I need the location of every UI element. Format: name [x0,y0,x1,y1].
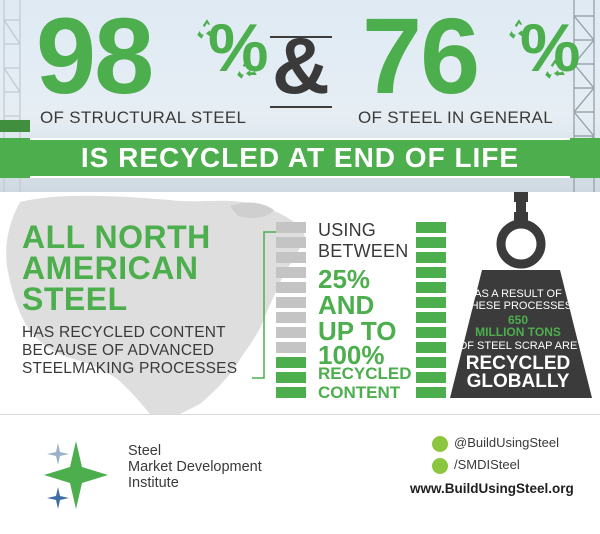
bar-segment [416,237,446,248]
amp-bottom-rule [270,106,332,108]
organization-name: Steel Market Development Institute [128,443,262,491]
bar-segment [276,342,306,353]
connector-and: AND [318,290,375,320]
banner-frame [30,138,570,178]
ampersand: & [272,21,330,110]
twitter-icon [432,435,448,452]
recycle-icon [197,19,217,39]
bar-segment [416,312,446,323]
north-america-title-line: STEEL [22,281,128,317]
bar-segment [276,357,306,368]
bar-segment [276,282,306,293]
bar-segment [416,282,446,293]
facebook-link[interactable]: /SMDISteel [432,457,520,474]
north-america-subtitle-line: STEELMAKING PROCESSES [22,360,238,377]
bar-segment [416,267,446,278]
facebook-handle: /SMDISteel [454,457,520,472]
stat-right-symbol: % [520,10,581,86]
stat-right-caption: OF STEEL IN GENERAL [358,108,553,127]
twitter-handle: @BuildUsingSteel [454,435,559,450]
bar-segment [276,372,306,383]
bar-segment [276,252,306,263]
organization-name-line: Market Development [128,459,262,475]
top-band: 98 % & 76 % OF STRUCTURAL STEEL OF STEEL… [0,0,600,192]
percent-high: 100% [318,340,385,370]
footer: Steel Market Development Institute @Buil… [0,414,600,534]
facebook-icon [432,457,448,474]
using-between-line: BETWEEN [318,241,409,261]
bar-segment [416,357,446,368]
star-logo-icon [44,441,108,509]
weight-line-1: AS A RESULT OF [474,288,562,300]
connector-bracket [252,231,276,379]
bar-segment [276,267,306,278]
bar-segment [416,222,446,233]
bar-segment [416,372,446,383]
recycle-icon [237,59,257,79]
organization-name-line: Institute [128,475,179,491]
bar-segment [416,387,446,398]
north-america-title: ALL NORTH AMERICAN STEEL [22,219,211,317]
bar-segment [276,222,306,233]
connector-up-to: UP TO [318,316,397,346]
north-america-subtitle-line: HAS RECYCLED CONTENT [22,324,226,341]
bar-segment [416,342,446,353]
stat-left-number: 98 [36,0,154,116]
using-between-line: USING [318,220,377,240]
twitter-link[interactable]: @BuildUsingSteel [432,435,559,452]
bar-segment [416,297,446,308]
website-link[interactable]: www.BuildUsingSteel.org [410,481,574,496]
north-america-map [6,195,305,414]
bar-segment [276,237,306,248]
weight-line-2: THESE PROCESSES [463,300,573,312]
weight-line-3: OF STEEL SCRAP ARE [458,340,578,352]
percent-low: 25% [318,264,371,294]
bar-segment [276,297,306,308]
recycle-icon [545,59,565,79]
recycled-content-label: RECYCLED CONTENT [318,364,412,402]
weight-amount: 650 [507,313,529,327]
recycled-content-line: CONTENT [318,383,401,402]
using-between-text: USING BETWEEN [318,220,408,262]
banner-text: IS RECYCLED AT END OF LIFE [80,142,520,173]
bar-segment [276,312,306,323]
bar-segment [416,252,446,263]
middle-section: ALL NORTH AMERICAN STEEL HAS RECYCLED CO… [0,192,600,414]
banner-band: IS RECYCLED AT END OF LIFE [0,138,600,178]
bar-segment [276,327,306,338]
stat-left-symbol: % [208,10,269,86]
north-america-subtitle: HAS RECYCLED CONTENT BECAUSE OF ADVANCED… [22,324,237,378]
recycled-content-bar-low [276,222,306,402]
weight-recycled: RECYCLED [465,353,571,374]
recycle-icon [509,19,529,39]
organization-name-line: Steel [128,443,162,459]
bar-segment [276,387,306,398]
weight-globally: GLOBALLY [466,371,570,392]
stat-right-number: 76 [362,0,480,116]
weight-unit: MILLION TONS [475,325,561,339]
north-america-title-line: ALL NORTH [22,219,211,255]
amp-top-rule [270,36,332,38]
north-america-subtitle-line: BECAUSE OF ADVANCED [22,342,215,359]
recycled-content-line: RECYCLED [318,364,412,383]
bar-segment [416,327,446,338]
stat-left-caption: OF STRUCTURAL STEEL [40,108,247,127]
steel-weight-graphic [450,192,592,398]
north-america-title-line: AMERICAN [22,250,199,286]
recycled-content-bar-high [416,222,446,402]
